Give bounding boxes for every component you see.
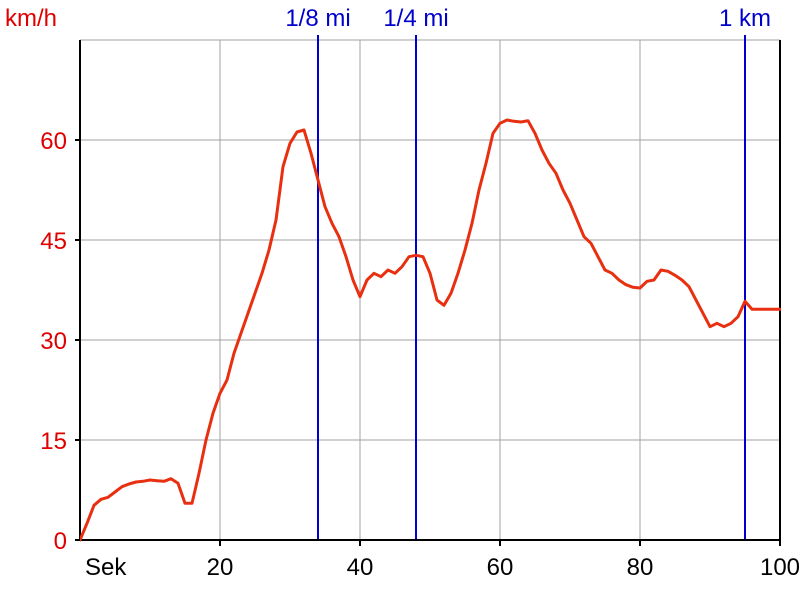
speed-line (80, 118, 781, 542)
distance-marker-label: 1/8 mi (285, 5, 350, 32)
distance-marker-label: 1 km (719, 5, 771, 32)
x-tick-label: 20 (207, 554, 234, 581)
grid-lines (80, 39, 780, 540)
y-tick-label: 0 (54, 528, 67, 555)
axis-labels: km/h Sek 0 15 30 45 60 20 40 60 80 100 (5, 5, 800, 581)
y-unit-label: km/h (5, 5, 57, 32)
x-tick-label: 60 (487, 554, 514, 581)
x-tick-label: 80 (627, 554, 654, 581)
speed-series (80, 118, 781, 542)
y-tick-label: 15 (40, 428, 67, 455)
x-unit-label: Sek (85, 554, 127, 581)
y-tick-label: 60 (40, 128, 67, 155)
y-tick-label: 30 (40, 328, 67, 355)
plot-frame (75, 40, 781, 546)
distance-markers: 1/8 mi 1/4 mi 1 km (285, 5, 771, 540)
x-tick-label: 40 (347, 554, 374, 581)
distance-marker-label: 1/4 mi (383, 5, 448, 32)
y-tick-label: 45 (40, 228, 67, 255)
x-tick-label: 100 (760, 554, 800, 581)
